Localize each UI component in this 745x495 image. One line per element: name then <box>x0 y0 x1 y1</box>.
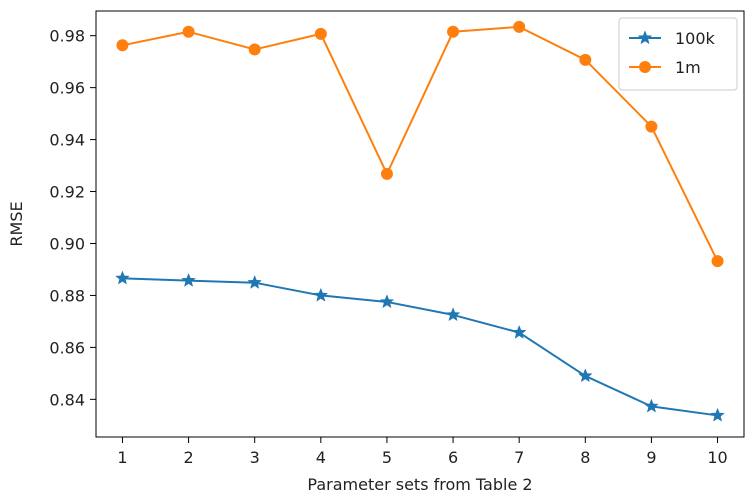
legend-item-1m: 1m <box>629 58 701 77</box>
x-tick-label: 8 <box>580 448 590 467</box>
ticks-layer: 1 2 3 4 5 6 7 8 9 10 0.84 0.86 0.88 0.90 0.92 0.94 0.96 0… <box>49 27 727 467</box>
x-axis-label: Parameter sets from Table 2 <box>307 475 532 494</box>
y-tick-label: 0.90 <box>49 234 85 253</box>
data-point-100k <box>445 307 461 322</box>
series-1m <box>116 20 724 268</box>
legend-swatch-marker <box>637 30 653 45</box>
legend-label: 1m <box>675 58 701 77</box>
y-tick-label: 0.96 <box>49 79 85 98</box>
data-point-100k <box>313 287 329 302</box>
series-line-100k <box>122 277 718 417</box>
x-tick-label: 7 <box>514 448 524 467</box>
y-tick-label: 0.92 <box>49 183 85 202</box>
legend-swatch-marker <box>639 61 651 73</box>
x-tick-label: 10 <box>707 448 727 467</box>
y-axis-label: RMSE <box>7 201 26 246</box>
x-tick-label: 9 <box>646 448 656 467</box>
plot-frame <box>95 10 745 438</box>
data-point-1m <box>314 27 327 40</box>
data-point-100k <box>115 270 130 285</box>
data-point-1m <box>447 25 460 38</box>
legend-item-100k: 100k <box>629 29 716 48</box>
y-tick-label: 0.84 <box>49 390 85 409</box>
y-tick-label: 0.98 <box>49 27 85 46</box>
data-point-1m <box>711 255 724 268</box>
legend-items: 100k 1m <box>629 29 716 77</box>
data-point-1m <box>248 43 261 56</box>
legend-label: 100k <box>675 29 716 48</box>
data-point-1m <box>116 39 129 52</box>
series-line-1m <box>122 25 719 262</box>
data-point-100k <box>644 398 659 413</box>
x-tick-label: 4 <box>316 448 326 467</box>
data-point-100k <box>577 368 593 383</box>
series-100k <box>115 270 725 422</box>
data-point-1m <box>513 20 526 33</box>
data-point-1m <box>182 25 195 38</box>
data-point-1m <box>380 167 393 180</box>
x-tick-label: 6 <box>448 448 458 467</box>
data-point-100k <box>511 324 527 339</box>
data-point-100k <box>379 294 395 309</box>
y-tick-label: 0.94 <box>49 131 85 150</box>
data-point-100k <box>710 407 725 422</box>
x-tick-label: 3 <box>250 448 260 467</box>
x-tick-label: 1 <box>117 448 127 467</box>
x-tick-label: 2 <box>183 448 193 467</box>
y-tick-label: 0.88 <box>49 286 85 305</box>
y-tick-label: 0.86 <box>49 338 85 357</box>
data-point-100k <box>181 272 196 287</box>
legend: 100k 1m <box>618 17 738 91</box>
x-tick-label: 5 <box>382 448 392 467</box>
data-point-100k <box>247 275 263 289</box>
data-point-1m <box>645 120 658 133</box>
data-point-1m <box>579 53 592 66</box>
series-layer <box>115 20 725 422</box>
